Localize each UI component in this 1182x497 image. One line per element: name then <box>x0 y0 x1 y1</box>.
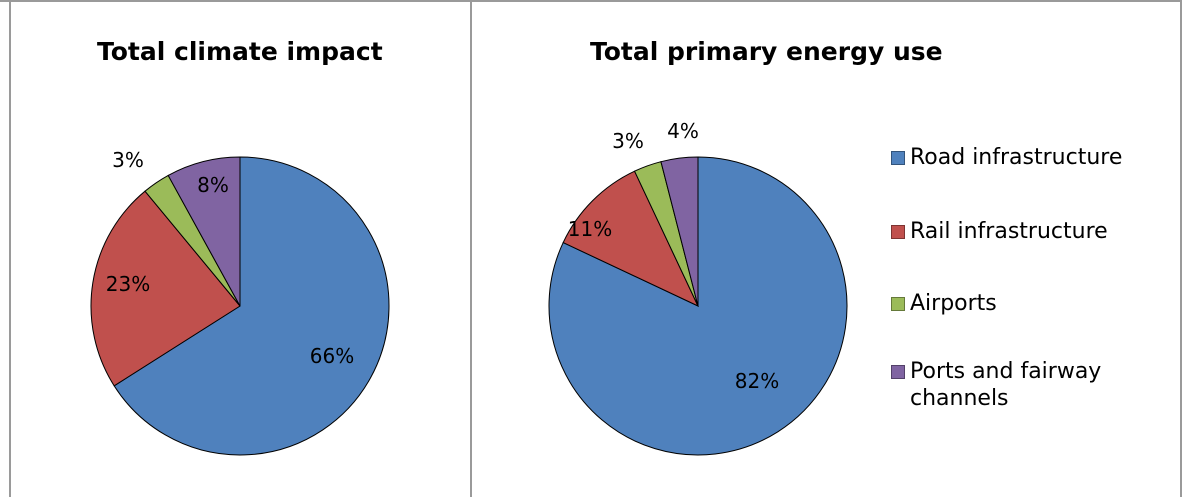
pie-slice-ports <box>660 156 699 307</box>
legend-item-rail: Rail infrastructure <box>891 218 1108 245</box>
data-label-road: 66% <box>310 344 354 368</box>
legend-swatch-road <box>891 151 905 165</box>
pie-slice-rail <box>90 190 241 387</box>
pie-slice-rail <box>562 170 700 308</box>
data-label-ports: 8% <box>197 173 229 197</box>
legend-label-rail: Rail infrastructure <box>910 219 1108 244</box>
pie-slice-ports <box>167 156 241 307</box>
legend-swatch-rail <box>891 225 905 239</box>
pie-chart-climate-impact: 66% 23% 3% 8% <box>90 148 390 456</box>
data-label-airports: 3% <box>612 129 644 153</box>
pie-chart-primary-energy: 82% 11% 3% 4% <box>548 119 848 456</box>
chart-border-top <box>0 0 1182 2</box>
panel-divider <box>470 0 472 497</box>
chart-border-left <box>9 0 11 497</box>
chart-border-right <box>1180 0 1182 497</box>
legend-label-ports: Ports and fairway channels <box>910 359 1102 411</box>
data-label-rail: 11% <box>568 217 612 241</box>
legend-swatch-airports <box>891 297 905 311</box>
data-label-rail: 23% <box>106 272 150 296</box>
data-label-ports: 4% <box>667 119 699 143</box>
legend-item-airports: Airports <box>891 290 997 317</box>
pie-slice-road <box>113 156 390 456</box>
chart-title-primary-energy: Total primary energy use <box>590 37 943 66</box>
legend-item-ports: Ports and fairway channels <box>891 358 1131 412</box>
legend-label-road: Road infrastructure <box>910 145 1123 170</box>
legend-label-airports: Airports <box>910 291 997 316</box>
legend-swatch-ports <box>891 365 905 379</box>
data-label-road: 82% <box>735 369 779 393</box>
legend-item-road: Road infrastructure <box>891 144 1122 171</box>
data-label-airports: 3% <box>112 148 144 172</box>
chart-title-climate-impact: Total climate impact <box>97 37 383 66</box>
